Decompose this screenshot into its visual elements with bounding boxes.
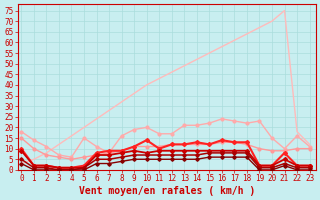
X-axis label: Vent moyen/en rafales ( km/h ): Vent moyen/en rafales ( km/h ) [79, 186, 255, 196]
